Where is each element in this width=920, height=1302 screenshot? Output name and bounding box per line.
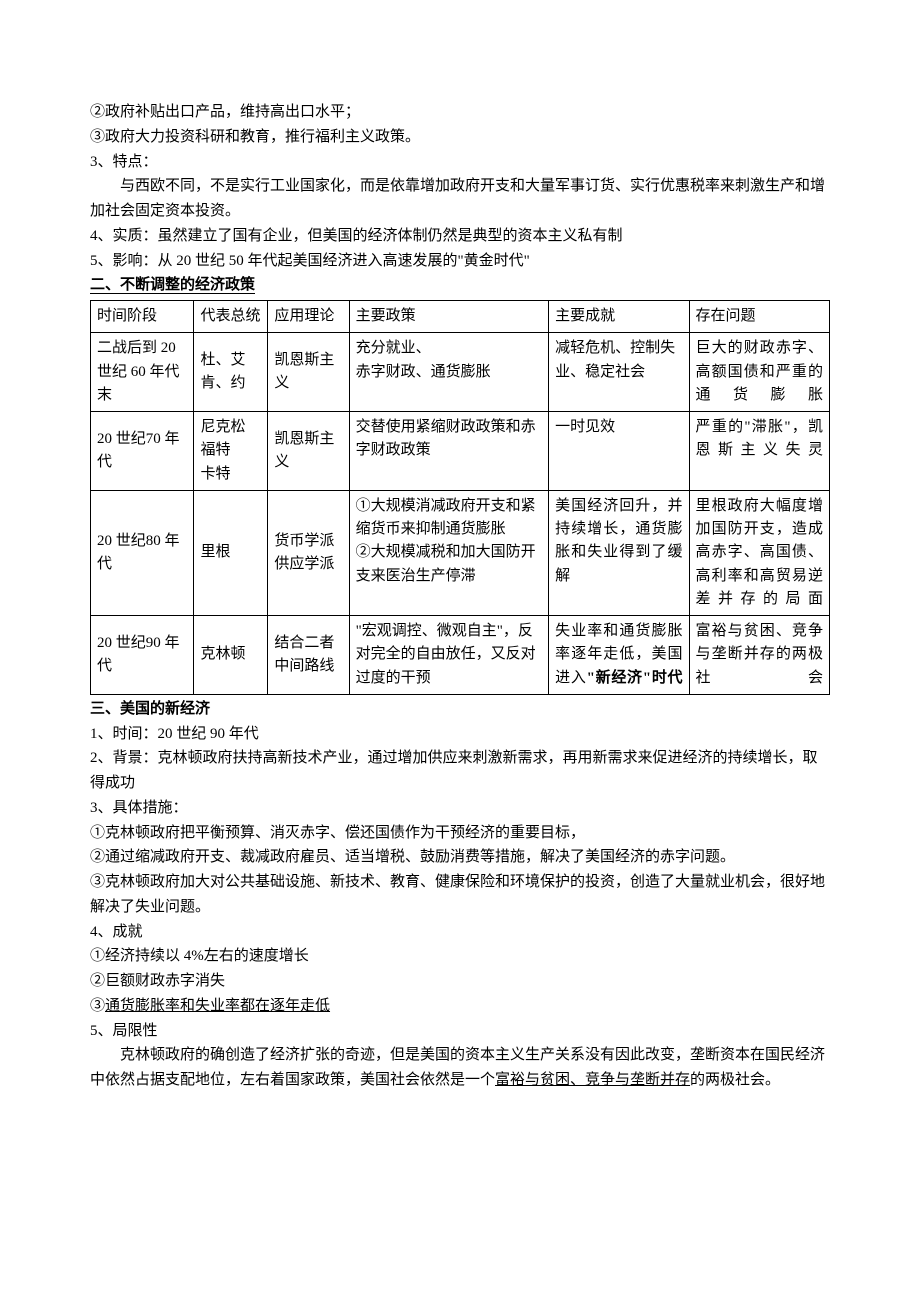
cell-achievement: 失业率和通货膨胀率逐年走低，美国进入"新经济"时代 — [549, 616, 689, 695]
sec3-limit: 克林顿政府的确创造了经济扩张的奇迹，但是美国的资本主义生产关系没有因此改变，垄断… — [90, 1043, 830, 1093]
cell-period: 二战后到 20 世纪 60 年代末 — [91, 333, 194, 412]
cell-policy: "宏观调控、微观自主"，反对完全的自由放任，又反对过度的干预 — [349, 616, 549, 695]
th-president: 代表总统 — [194, 301, 268, 333]
bullet-item: ②政府补贴出口产品，维持高出口水平； — [90, 100, 830, 125]
cell-achievement: 减轻危机、控制失业、稳定社会 — [549, 333, 689, 412]
table-row: 20 世纪80 年代 里根 货币学派供应学派 ①大规模消减政府开支和紧缩货币来抑… — [91, 490, 830, 615]
sec3-point1: 1、时间：20 世纪 90 年代 — [90, 722, 830, 747]
president-line: 尼克松 — [200, 419, 245, 435]
th-problem: 存在问题 — [689, 301, 829, 333]
cell-theory: 结合二者中间路线 — [268, 616, 349, 695]
point-5: 5、影响：从 20 世纪 50 年代起美国经济进入高速发展的"黄金时代" — [90, 249, 830, 274]
cell-theory: 凯恩斯主义 — [268, 412, 349, 491]
cell-problem: 巨大的财政赤字、高额国债和严重的通货膨胀 — [689, 333, 829, 412]
sec3-measure: ①克林顿政府把平衡预算、消灭赤字、偿还国债作为干预经济的重要目标， — [90, 821, 830, 846]
president-line: 卡特 — [200, 466, 230, 482]
sec3-ach: ③通货膨胀率和失业率都在逐年走低 — [90, 994, 830, 1019]
point-4: 4、实质：虽然建立了国有企业，但美国的经济体制仍然是典型的资本主义私有制 — [90, 224, 830, 249]
cell-period: 20 世纪80 年代 — [91, 490, 194, 615]
point-3-label: 3、特点： — [90, 150, 830, 175]
cell-period: 20 世纪90 年代 — [91, 616, 194, 695]
sec3-point3-label: 3、具体措施： — [90, 796, 830, 821]
cell-problem: 里根政府大幅度增加国防开支，造成高赤字、高国债、高利率和高贸易逆差并存的局面 — [689, 490, 829, 615]
limit-underline: 富裕与贫困、竞争与垄断并存 — [495, 1072, 690, 1088]
cell-problem: 严重的"滞胀"，凯恩斯主义失灵 — [689, 412, 829, 491]
cell-president: 里根 — [194, 490, 268, 615]
section-3-title: 三、美国的新经济 — [90, 701, 210, 717]
table-header-row: 时间阶段 代表总统 应用理论 主要政策 主要成就 存在问题 — [91, 301, 830, 333]
table-row: 20 世纪90 年代 克林顿 结合二者中间路线 "宏观调控、微观自主"，反对完全… — [91, 616, 830, 695]
ach3-underline: 通货膨胀率和失业率都在逐年走低 — [105, 998, 330, 1014]
point-3-body: 与西欧不同，不是实行工业国家化，而是依靠增加政府开支和大量军事订货、实行优惠税率… — [90, 174, 830, 224]
th-period: 时间阶段 — [91, 301, 194, 333]
cell-theory: 凯恩斯主义 — [268, 333, 349, 412]
sec3-ach: ②巨额财政赤字消失 — [90, 969, 830, 994]
section-2-title: 二、不断调整的经济政策 — [90, 277, 255, 294]
cell-president: 杜、艾肯、约 — [194, 333, 268, 412]
cell-theory: 货币学派供应学派 — [268, 490, 349, 615]
policy-table: 时间阶段 代表总统 应用理论 主要政策 主要成就 存在问题 二战后到 20 世纪… — [90, 300, 830, 695]
limit-post: 的两极社会。 — [690, 1072, 780, 1088]
cell-period: 20 世纪70 年代 — [91, 412, 194, 491]
cell-president: 尼克松 福特 卡特 — [194, 412, 268, 491]
cell-achievement: 一时见效 — [549, 412, 689, 491]
cell-policy: ①大规模消减政府开支和紧缩货币来抑制通货膨胀 ②大规模减税和加大国防开支来医治生… — [349, 490, 549, 615]
cell-achievement: 美国经济回升，并持续增长，通货膨胀和失业得到了缓解 — [549, 490, 689, 615]
president-line: 福特 — [200, 442, 230, 458]
cell-problem: 富裕与贫困、竞争与垄断并存的两极社会 — [689, 616, 829, 695]
ach3-prefix: ③ — [90, 998, 105, 1014]
th-policy: 主要政策 — [349, 301, 549, 333]
cell-policy: 交替使用紧缩财政政策和赤字财政政策 — [349, 412, 549, 491]
sec3-point4-label: 4、成就 — [90, 920, 830, 945]
th-achievement: 主要成就 — [549, 301, 689, 333]
bullet-item: ③政府大力投资科研和教育，推行福利主义政策。 — [90, 125, 830, 150]
table-row: 二战后到 20 世纪 60 年代末 杜、艾肯、约 凯恩斯主义 充分就业、 赤字财… — [91, 333, 830, 412]
cell-policy: 充分就业、 赤字财政、通货膨胀 — [349, 333, 549, 412]
sec3-measure: ②通过缩减政府开支、裁减政府雇员、适当增税、鼓励消费等措施，解决了美国经济的赤字… — [90, 845, 830, 870]
th-theory: 应用理论 — [268, 301, 349, 333]
table-row: 20 世纪70 年代 尼克松 福特 卡特 凯恩斯主义 交替使用紧缩财政政策和赤字… — [91, 412, 830, 491]
cell-president: 克林顿 — [194, 616, 268, 695]
cell-ach-bold: "新经济"时代 — [587, 670, 683, 686]
sec3-ach: ①经济持续以 4%左右的速度增长 — [90, 944, 830, 969]
sec3-point2: 2、背景：克林顿政府扶持高新技术产业，通过增加供应来刺激新需求，再用新需求来促进… — [90, 746, 830, 796]
sec3-point5-label: 5、局限性 — [90, 1019, 830, 1044]
sec3-measure: ③克林顿政府加大对公共基础设施、新技术、教育、健康保险和环境保护的投资，创造了大… — [90, 870, 830, 920]
